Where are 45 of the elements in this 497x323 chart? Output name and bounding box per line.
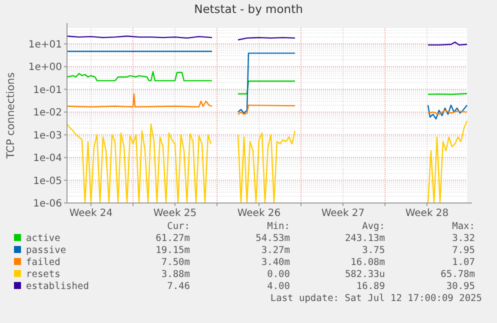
text: 0.00	[267, 269, 290, 280]
text: 582.33u	[344, 269, 385, 280]
text: 3.88m	[161, 269, 190, 280]
y-tick-label: 1e+01	[28, 39, 62, 50]
text: Max:	[452, 221, 475, 232]
text: 4.00	[267, 281, 290, 292]
text: 243.13m	[344, 233, 386, 244]
legend-label: passive	[26, 245, 66, 256]
y-tick-label: 1e-03	[33, 130, 62, 142]
text: 54.53m	[256, 233, 290, 244]
legend-label: active	[26, 233, 61, 244]
x-tick-label: Week 24	[69, 208, 113, 219]
y-tick-label: 1e-02	[33, 108, 62, 119]
text: 30.95	[446, 281, 475, 292]
text: 7.95	[452, 245, 475, 256]
text: 16.89	[356, 281, 386, 292]
x-tick-label: Week 28	[405, 208, 449, 219]
x-tick-label: Week 25	[153, 208, 197, 219]
text: 19.15m	[156, 245, 190, 256]
legend-label: resets	[26, 269, 60, 280]
text: Cur:	[167, 221, 190, 232]
text: Last update: Sat Jul 12 17:00:09 2025	[270, 293, 482, 304]
text: 3.27m	[261, 245, 290, 256]
text: Avg:	[362, 221, 385, 232]
text: 3.32	[452, 233, 475, 244]
text: Min:	[267, 221, 290, 232]
text: 7.46	[167, 281, 190, 292]
text: 1.07	[452, 257, 475, 268]
text: 3.75	[362, 245, 385, 256]
y-axis-title: TCP connections	[5, 72, 17, 160]
legend-label: failed	[26, 257, 60, 268]
y-tick-label: 1e-01	[33, 84, 62, 96]
x-tick-label: Week 26	[237, 208, 281, 219]
text: 65.78m	[440, 269, 476, 280]
y-tick-label: 1e+00	[28, 62, 62, 74]
text: 7.50m	[161, 257, 190, 268]
text: 16.08m	[350, 257, 386, 268]
y-tick-label: 1e-05	[33, 176, 62, 187]
y-tick-label: 1e-06	[33, 198, 62, 210]
chart-title: Netstat - by month	[194, 2, 303, 16]
x-tick-label: Week 27	[321, 208, 365, 219]
text: 61.27m	[156, 233, 190, 244]
y-tick-label: 1e-04	[33, 153, 62, 164]
legend-label: established	[26, 281, 89, 292]
text: 3.40m	[261, 257, 290, 268]
